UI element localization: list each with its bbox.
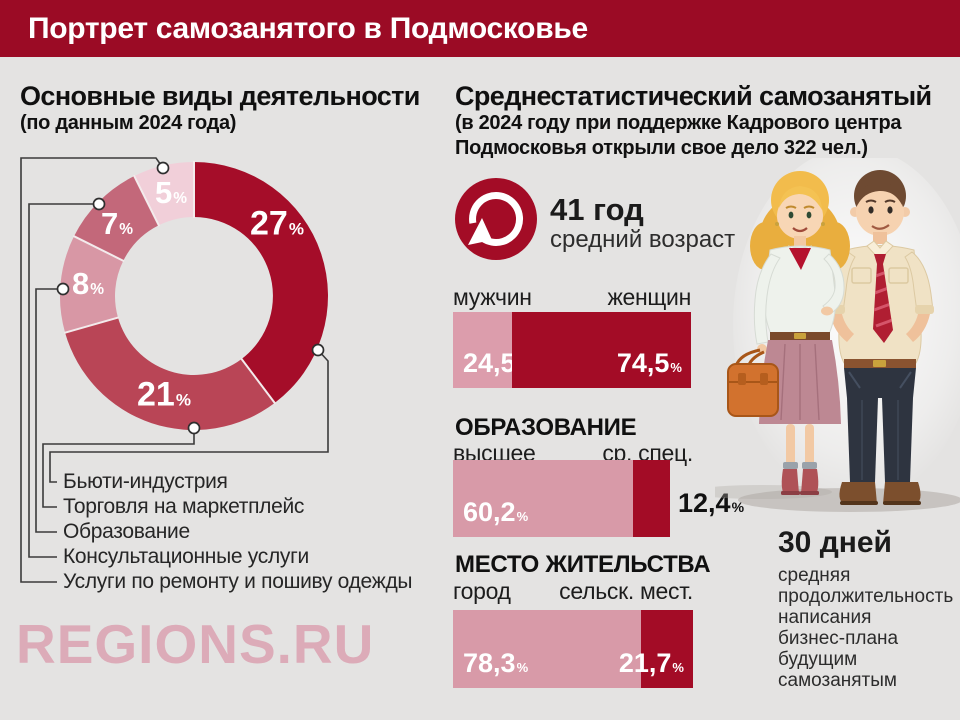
donut-gap-line [63, 316, 120, 334]
education-title: ОБРАЗОВАНИЕ [455, 414, 637, 441]
donut-value-label: 21% [137, 375, 191, 414]
illustration-people [715, 158, 960, 512]
gender-women-segment: 74,5% [511, 312, 691, 388]
legend-item-consulting: Консультационные услуги [63, 545, 309, 568]
donut-value-label: 7% [100, 206, 134, 241]
right-section-title: Среднестатистический самозанятый [455, 81, 932, 111]
donut-value-label: 5% [154, 175, 188, 210]
donut-slice-27 [194, 162, 329, 403]
residence-title: МЕСТО ЖИТЕЛЬСТВА [455, 551, 711, 578]
label-women: женщин [607, 284, 691, 310]
residence-city-segment: 78,3% [453, 610, 641, 688]
education-vocational-value: 12,4% [678, 488, 745, 518]
label-men: мужчин [453, 284, 532, 310]
residence-bar-categories: город сельск. мест. [453, 578, 693, 605]
handbag [727, 363, 779, 417]
left-section-subtitle: (по данным 2024 года) [20, 112, 237, 134]
label-city: город [453, 578, 511, 604]
donut-value-label: 8% [71, 266, 105, 301]
donut-value-label: 27% [250, 204, 304, 243]
label-rural: сельск. мест. [559, 578, 693, 604]
legend-item-beauty: Бьюти-индустрия [63, 470, 228, 493]
residence-bar: 78,3% 21,7% [453, 610, 693, 688]
neck-scarf [789, 248, 811, 270]
gender-bar-categories: мужчин женщин [453, 284, 691, 311]
header-bar: Портрет самозанятого в Подмосковье [0, 0, 960, 57]
days-value: 30 дней [778, 526, 892, 559]
education-higher-segment: 60,2% [453, 460, 633, 537]
page-title: Портрет самозанятого в Подмосковье [28, 11, 588, 45]
gender-bar: 24,5% 74,5% [453, 312, 691, 388]
residence-rural-value: 21,7% [618, 648, 684, 678]
man-illustration [826, 170, 934, 505]
tie [874, 254, 886, 264]
legend-item-education: Образование [63, 520, 190, 543]
connector-line-8 [35, 288, 63, 533]
legend-item-repair: Услуги по ремонту и пошиву одежды [63, 570, 413, 593]
right-section-subtitle-line2: Подмосковья открыли свое дело 322 чел.) [455, 137, 868, 159]
education-bar: 60,2% 12,4% [453, 460, 744, 537]
education-higher-value: 60,2% [463, 497, 529, 527]
days-description: средняя продолжительность написания бизн… [778, 565, 954, 691]
donut-gap-line [240, 357, 277, 405]
gender-women-value: 74,5% [616, 348, 682, 378]
refresh-arrow-icon [455, 178, 537, 260]
average-age-value: 41 год [550, 192, 644, 227]
residence-city-value: 78,3% [463, 648, 529, 678]
education-vocational-segment [632, 460, 670, 537]
left-section-title: Основные виды деятельности [20, 81, 420, 111]
legend-item-marketplace: Торговля на маркетплейс [63, 495, 305, 518]
gender-men-segment: 24,5% [453, 312, 528, 388]
watermark-logo: REGIONS.RU [16, 613, 375, 675]
right-section-subtitle-line1: (в 2024 году при поддержке Кадрового цен… [455, 112, 902, 134]
connector-line-27 [49, 349, 329, 483]
residence-rural-segment: 21,7% [619, 610, 693, 688]
average-age-label: средний возраст [550, 226, 736, 253]
woman-illustration [727, 171, 850, 495]
